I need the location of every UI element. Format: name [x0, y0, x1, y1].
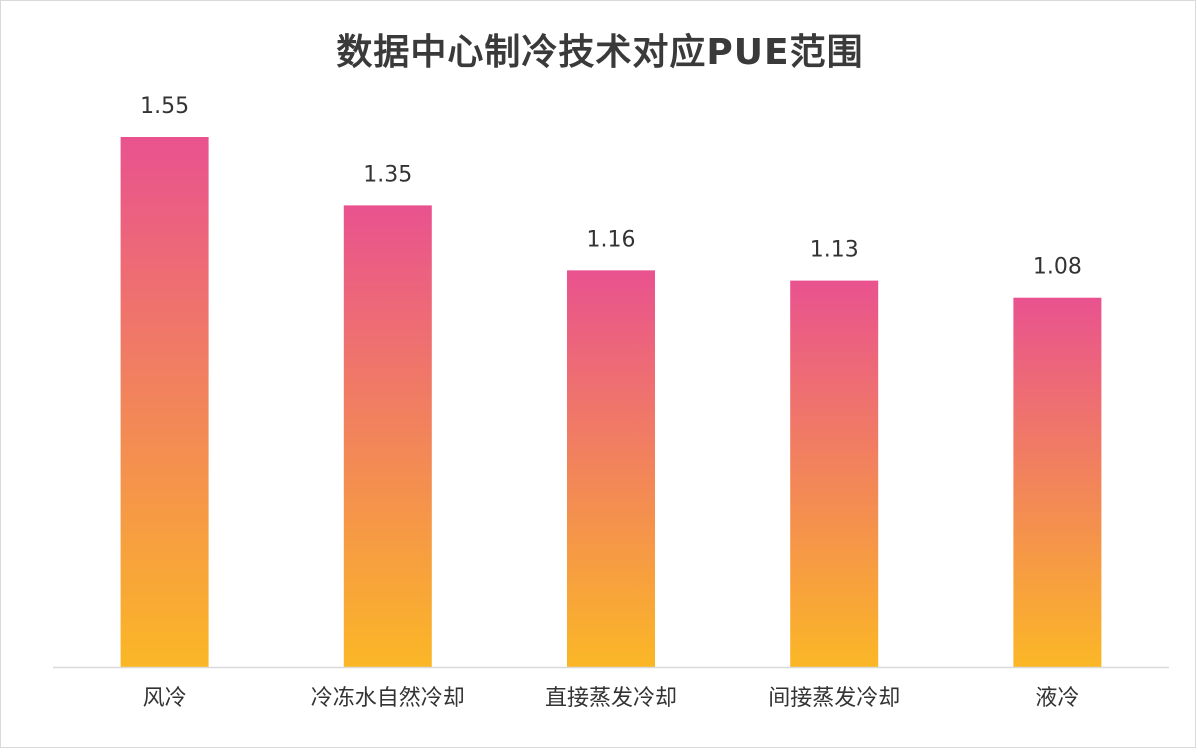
- bar-value-label-2: 1.35: [363, 162, 412, 187]
- chart-title: 数据中心制冷技术对应PUE范围: [336, 32, 864, 73]
- bars-layer: [120, 137, 1102, 668]
- category-label-5: 液冷: [1035, 686, 1079, 711]
- bar-value-label-5: 1.08: [1033, 255, 1082, 280]
- bar-4: [790, 280, 879, 667]
- bar-value-label-3: 1.16: [587, 227, 636, 252]
- bar-3: [567, 270, 655, 667]
- category-label-3: 直接蒸发冷却: [545, 686, 677, 711]
- category-label-2: 冷冻水自然冷却: [311, 686, 465, 711]
- bar-1: [120, 137, 209, 667]
- bar-value-label-4: 1.13: [810, 238, 859, 263]
- category-label-1: 风冷: [143, 686, 187, 711]
- category-label-4: 间接蒸发冷却: [768, 686, 900, 711]
- bar-value-label-1: 1.55: [140, 94, 189, 119]
- bar-5: [1013, 297, 1102, 667]
- bar-2: [343, 205, 432, 668]
- labels-layer: 1.55 风冷 1.35 冷冻水自然冷却 1.16 直接蒸发冷却 1.13 间接蒸发冷却 1.0…: [140, 94, 1082, 711]
